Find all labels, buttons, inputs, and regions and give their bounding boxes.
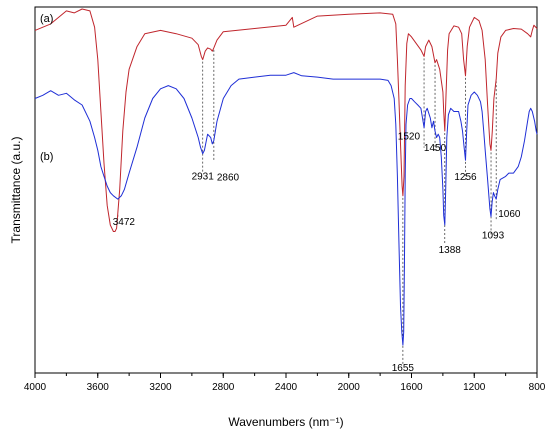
plot-area-frame xyxy=(34,6,538,374)
y-axis-title: Transmittance (a.u.) xyxy=(9,137,23,244)
x-tick-label: 4000 xyxy=(24,382,47,393)
x-tick-label: 1200 xyxy=(463,382,486,393)
x-axis: 4000 3600 3200 2800 2400 2000 1600 1200 800 xyxy=(24,373,546,393)
x-tick-label: 2800 xyxy=(212,382,235,393)
x-tick-label: 2000 xyxy=(338,382,361,393)
peak-label-3472: 3472 xyxy=(113,217,136,228)
drop-lines xyxy=(117,49,497,366)
peak-label-2860: 2860 xyxy=(217,173,240,184)
peak-label-1388: 1388 xyxy=(439,245,462,256)
x-tick-label: 800 xyxy=(529,382,546,393)
panel-label-a: (a) xyxy=(40,13,53,25)
x-axis-title: Wavenumbers (nm⁻¹) xyxy=(228,415,343,429)
x-tick-label: 3600 xyxy=(87,382,110,393)
peak-label-1256: 1256 xyxy=(454,172,477,183)
peak-label-2931: 2931 xyxy=(192,172,215,183)
x-tick-label: 2400 xyxy=(275,382,298,393)
panel-label-b: (b) xyxy=(40,151,53,163)
x-tick-label: 3200 xyxy=(149,382,172,393)
series-line-b xyxy=(34,72,538,346)
peak-label-1450: 1450 xyxy=(424,143,447,154)
peak-label-1060: 1060 xyxy=(498,209,521,220)
peak-label-1520: 1520 xyxy=(398,132,421,143)
peak-label-1655: 1655 xyxy=(392,363,415,374)
x-tick-label: 1600 xyxy=(400,382,423,393)
peak-label-1093: 1093 xyxy=(482,231,505,242)
series-line-a xyxy=(34,8,538,232)
series-layer xyxy=(34,8,538,346)
